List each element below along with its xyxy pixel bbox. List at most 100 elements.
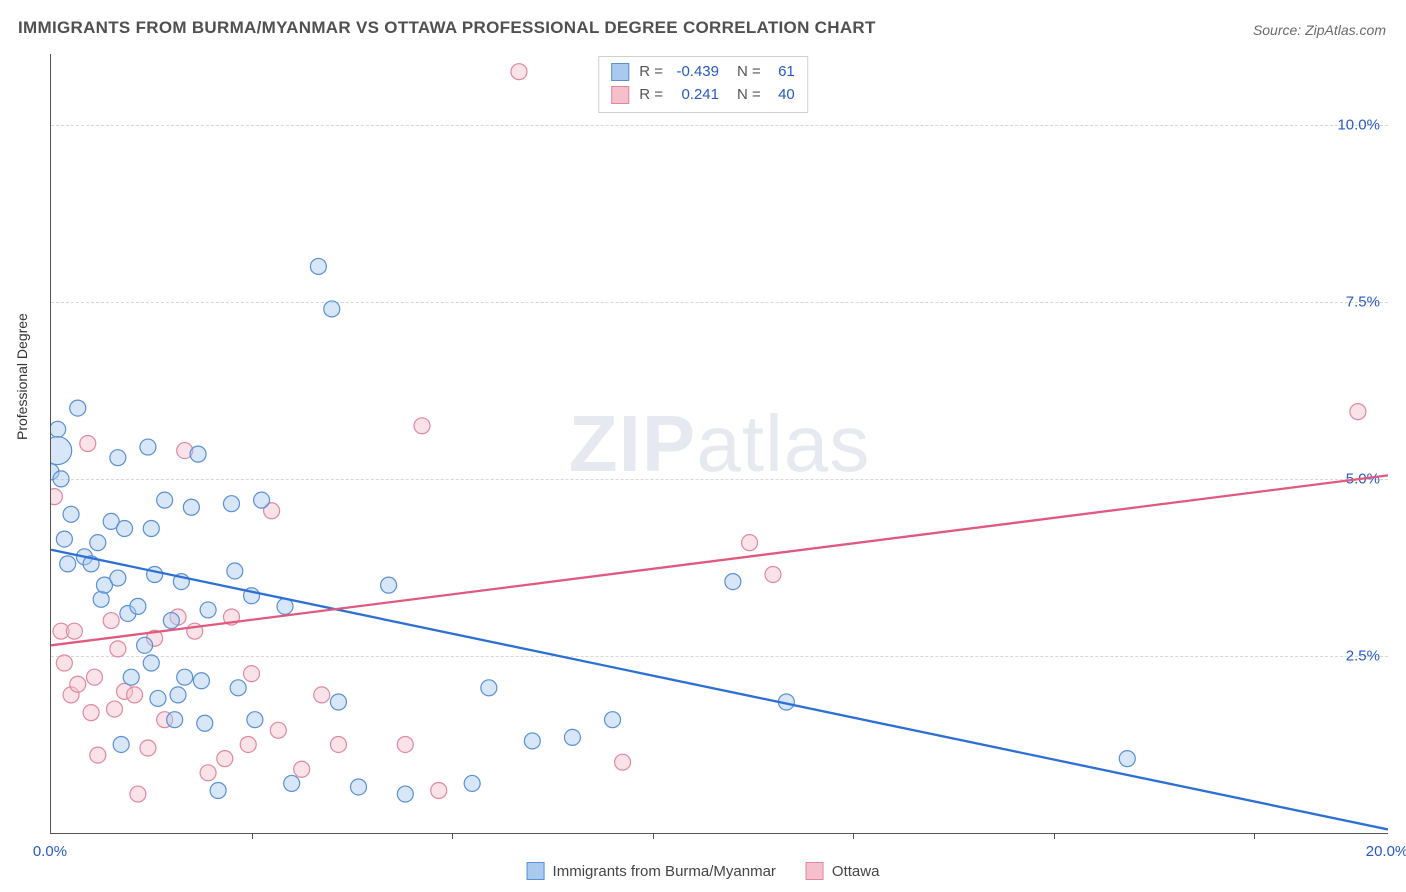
data-point xyxy=(725,574,741,590)
x-tick-label: 0.0% xyxy=(33,843,67,860)
source-prefix: Source: xyxy=(1253,22,1305,38)
data-point xyxy=(397,786,413,802)
data-point xyxy=(56,531,72,547)
legend-item-2: Ottawa xyxy=(806,862,880,880)
data-point xyxy=(351,779,367,795)
x-tick-label: 20.0% xyxy=(1366,843,1406,860)
data-point xyxy=(150,690,166,706)
data-point xyxy=(110,570,126,586)
legend-label-1: Immigrants from Burma/Myanmar xyxy=(553,863,776,880)
data-point xyxy=(143,655,159,671)
data-point xyxy=(86,669,102,685)
stat-r-label-1: R = xyxy=(639,61,663,84)
data-point xyxy=(143,520,159,536)
data-point xyxy=(511,64,527,80)
stats-row-2: R = 0.241 N = 40 xyxy=(611,84,795,107)
data-point xyxy=(254,492,270,508)
data-point xyxy=(247,712,263,728)
legend-item-1: Immigrants from Burma/Myanmar xyxy=(527,862,776,880)
data-point xyxy=(524,733,540,749)
swatch-series-2 xyxy=(611,86,629,104)
data-point xyxy=(110,450,126,466)
data-point xyxy=(464,775,480,791)
data-point xyxy=(193,673,209,689)
y-axis-label: Professional Degree xyxy=(14,313,30,440)
data-point xyxy=(230,680,246,696)
data-point xyxy=(223,496,239,512)
data-point xyxy=(765,567,781,583)
data-point xyxy=(240,736,256,752)
data-point xyxy=(324,301,340,317)
data-point xyxy=(70,676,86,692)
data-point xyxy=(51,421,66,437)
data-point xyxy=(381,577,397,593)
trend-line xyxy=(51,550,1388,830)
data-point xyxy=(481,680,497,696)
source-attribution: Source: ZipAtlas.com xyxy=(1253,22,1386,38)
data-point xyxy=(314,687,330,703)
data-point xyxy=(113,736,129,752)
data-point xyxy=(397,736,413,752)
data-point xyxy=(51,489,62,505)
data-point xyxy=(117,520,133,536)
data-point xyxy=(93,591,109,607)
data-point xyxy=(177,669,193,685)
data-point xyxy=(197,715,213,731)
data-point xyxy=(53,471,69,487)
chart-svg xyxy=(51,54,1388,833)
stat-n-value-1: 61 xyxy=(767,61,795,84)
data-point xyxy=(1350,404,1366,420)
data-point xyxy=(80,436,96,452)
legend-swatch-2 xyxy=(806,862,824,880)
data-point xyxy=(284,775,300,791)
stat-r-label-2: R = xyxy=(639,84,663,107)
data-point xyxy=(167,712,183,728)
data-point xyxy=(51,437,72,465)
data-point xyxy=(110,641,126,657)
data-point xyxy=(90,747,106,763)
chart-title: IMMIGRANTS FROM BURMA/MYANMAR VS OTTAWA … xyxy=(18,18,876,38)
stats-row-1: R = -0.439 N = 61 xyxy=(611,61,795,84)
data-point xyxy=(310,258,326,274)
data-point xyxy=(294,761,310,777)
data-point xyxy=(56,655,72,671)
legend-label-2: Ottawa xyxy=(832,863,880,880)
data-point xyxy=(137,637,153,653)
stat-n-label-1: N = xyxy=(737,61,761,84)
data-point xyxy=(130,786,146,802)
source-name: ZipAtlas.com xyxy=(1305,22,1386,38)
stat-n-value-2: 40 xyxy=(767,84,795,107)
data-point xyxy=(63,506,79,522)
data-point xyxy=(123,669,139,685)
data-point xyxy=(90,535,106,551)
legend-swatch-1 xyxy=(527,862,545,880)
data-point xyxy=(330,736,346,752)
data-point xyxy=(605,712,621,728)
data-point xyxy=(210,783,226,799)
data-point xyxy=(200,602,216,618)
data-point xyxy=(330,694,346,710)
data-point xyxy=(130,598,146,614)
data-point xyxy=(414,418,430,434)
bottom-legend: Immigrants from Burma/Myanmar Ottawa xyxy=(527,862,880,880)
data-point xyxy=(217,751,233,767)
data-point xyxy=(140,439,156,455)
data-point xyxy=(564,729,580,745)
data-point xyxy=(742,535,758,551)
data-point xyxy=(107,701,123,717)
data-point xyxy=(66,623,82,639)
plot-area: ZIPatlas 2.5%5.0%7.5%10.0% xyxy=(50,54,1388,834)
stat-n-label-2: N = xyxy=(737,84,761,107)
data-point xyxy=(227,563,243,579)
stat-r-value-1: -0.439 xyxy=(669,61,719,84)
data-point xyxy=(163,613,179,629)
data-point xyxy=(431,783,447,799)
data-point xyxy=(183,499,199,515)
data-point xyxy=(83,705,99,721)
data-point xyxy=(147,567,163,583)
swatch-series-1 xyxy=(611,63,629,81)
data-point xyxy=(270,722,286,738)
data-point xyxy=(244,666,260,682)
data-point xyxy=(190,446,206,462)
data-point xyxy=(1119,751,1135,767)
